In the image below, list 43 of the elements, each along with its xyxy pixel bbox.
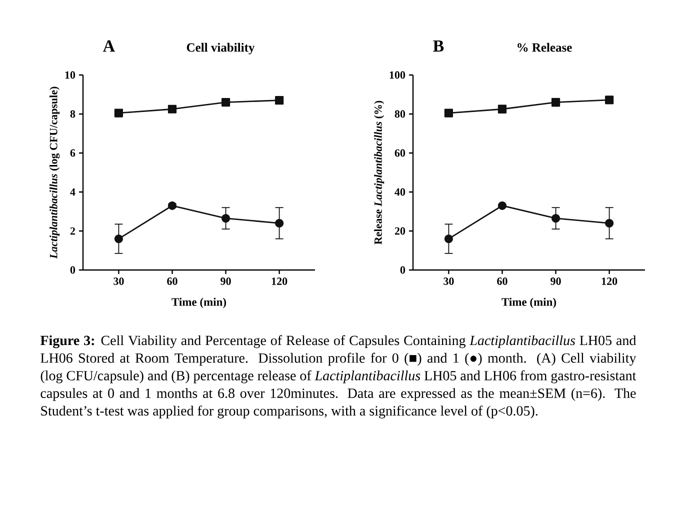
y-tick-label: 6 bbox=[70, 149, 76, 157]
x-axis-title: Time (min) bbox=[172, 298, 226, 308]
y-tick-label: 40 bbox=[394, 188, 406, 196]
x-tick-label: 90 bbox=[550, 278, 561, 285]
x-tick-label: 120 bbox=[602, 278, 618, 285]
chart-title: B bbox=[433, 40, 444, 52]
point bbox=[275, 218, 284, 228]
y-tick-label: 4 bbox=[70, 188, 76, 196]
y-axis-title: Release Lactiplantibacillus (%) bbox=[374, 100, 384, 244]
point bbox=[444, 234, 453, 244]
y-tick-label: 8 bbox=[70, 110, 76, 118]
point bbox=[275, 96, 284, 105]
point bbox=[498, 201, 507, 210]
text: Figure 3: Cell Viability and Percentage of Release of Capsules Containing Lactiplantibacillus LH05 and LH06 Stored at Room Temperature. Dissolution profile for 0 (■) and 1 (●) month. (A) Cell viability (log CFU/capsule) and (B) percentage release of Lactiplantibacillus LH05 and LH06 from gastro-resistant capsules at 0 and 1 months at 6.8 over 120minutes. Data are expressed as the mean±SEM (n=6). The Student’s t-test was applied for group comparisons, with a significance level of (p<0.05). bbox=[40, 335, 636, 418]
x-tick-label: 30 bbox=[444, 278, 454, 285]
point bbox=[221, 98, 230, 107]
chart-title: A bbox=[102, 40, 115, 52]
chart-subtitle: Cell viability bbox=[186, 42, 255, 54]
chart-subtitle: % Release bbox=[518, 42, 572, 52]
x-axis-title: Time (min) bbox=[502, 298, 556, 308]
y-tick-label: 80 bbox=[394, 110, 406, 118]
point bbox=[444, 108, 453, 118]
y-tick-label: 60 bbox=[394, 149, 406, 157]
y-tick-label: 0 bbox=[70, 266, 76, 274]
point bbox=[551, 214, 560, 223]
y-tick-label: 20 bbox=[394, 227, 406, 235]
point bbox=[168, 201, 177, 210]
point bbox=[605, 96, 614, 104]
y-axis-title: Lactiplantibacillus (log CFU/capsule) bbox=[50, 86, 60, 259]
x-tick-label: 30 bbox=[114, 278, 124, 285]
x-tick-label: 60 bbox=[497, 278, 508, 285]
x-tick-label: 60 bbox=[167, 278, 178, 285]
x-tick-label: 120 bbox=[272, 278, 288, 285]
y-tick-label: 2 bbox=[70, 227, 75, 235]
y-tick-label: 0 bbox=[400, 266, 406, 274]
point bbox=[221, 214, 230, 223]
y-tick-label: 100 bbox=[390, 71, 406, 79]
point bbox=[114, 234, 123, 244]
y-tick-label: 10 bbox=[65, 71, 76, 79]
point bbox=[168, 104, 177, 114]
point bbox=[605, 218, 614, 228]
point bbox=[114, 108, 123, 118]
x-tick-label: 90 bbox=[220, 278, 231, 285]
